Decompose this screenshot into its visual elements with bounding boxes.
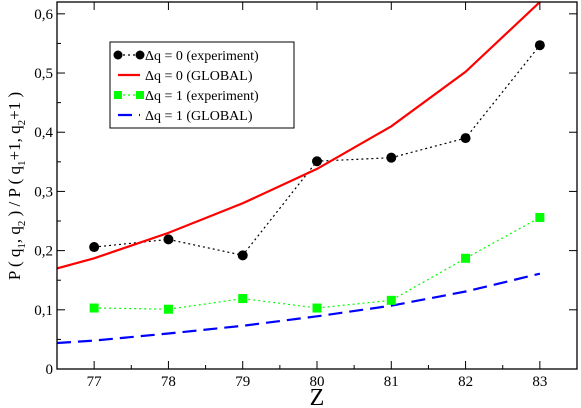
y-tick-label: 0,1 (34, 303, 53, 319)
data-point-square (535, 212, 545, 222)
y-tick-label: 0,6 (34, 7, 53, 23)
data-point-circle (460, 133, 471, 144)
series-line-1 (57, 2, 541, 270)
y-tick-label: 0 (46, 362, 54, 378)
data-point-circle (534, 40, 545, 51)
marker-layer (89, 40, 545, 314)
x-tick-label: 80 (310, 374, 325, 390)
data-point-square (461, 253, 471, 263)
data-point-circle (163, 234, 174, 245)
data-point-square (386, 295, 396, 305)
legend-label: Δq = 1 (experiment) (145, 89, 259, 104)
data-point-circle (312, 156, 322, 167)
legend-label: Δq = 1 (GLOBAL) (145, 109, 253, 124)
x-tick-label: 83 (532, 374, 547, 390)
legend: Δq = 0 (experiment) Δq = 0 (GLOBAL) Δq = 1… (109, 41, 295, 129)
x-axis-title: Z (310, 385, 325, 408)
data-point-circle (386, 152, 397, 163)
legend-swatch-marker (113, 50, 123, 60)
series-line-2 (94, 216, 541, 310)
legend-label: Δq = 0 (GLOBAL) (145, 69, 253, 84)
data-point-square (312, 303, 322, 313)
data-point-square (238, 294, 248, 304)
legend-swatch-marker (135, 50, 145, 60)
x-tick-label: 77 (87, 374, 103, 390)
y-tick-label: 0,3 (34, 184, 53, 200)
axis-layer: 77 78 79 80 81 82 83 0 0,1 0,2 0,3 0,4 0,5 0,6 (34, 2, 577, 390)
x-tick-label: 78 (161, 374, 176, 390)
y-tick-label: 0,2 (34, 244, 53, 260)
data-point-square (163, 304, 173, 314)
data-point-square (89, 303, 99, 313)
legend-swatch-marker (136, 91, 144, 99)
y-axis-title: P ( q1, q2 ) / P ( q1+1, q2+1 ) (5, 92, 28, 280)
series-line-3 (57, 272, 541, 345)
data-point-circle (89, 242, 100, 253)
x-tick-label: 79 (235, 374, 250, 390)
y-tick-label: 0,5 (34, 66, 53, 82)
legend-swatch-marker (114, 91, 122, 99)
legend-box (109, 41, 295, 129)
x-tick-label: 81 (384, 374, 399, 390)
x-tick-label: 82 (458, 374, 473, 390)
legend-label: Δq = 0 (experiment) (145, 49, 259, 64)
data-point-circle (237, 250, 248, 261)
y-tick-label: 0,4 (34, 125, 53, 141)
